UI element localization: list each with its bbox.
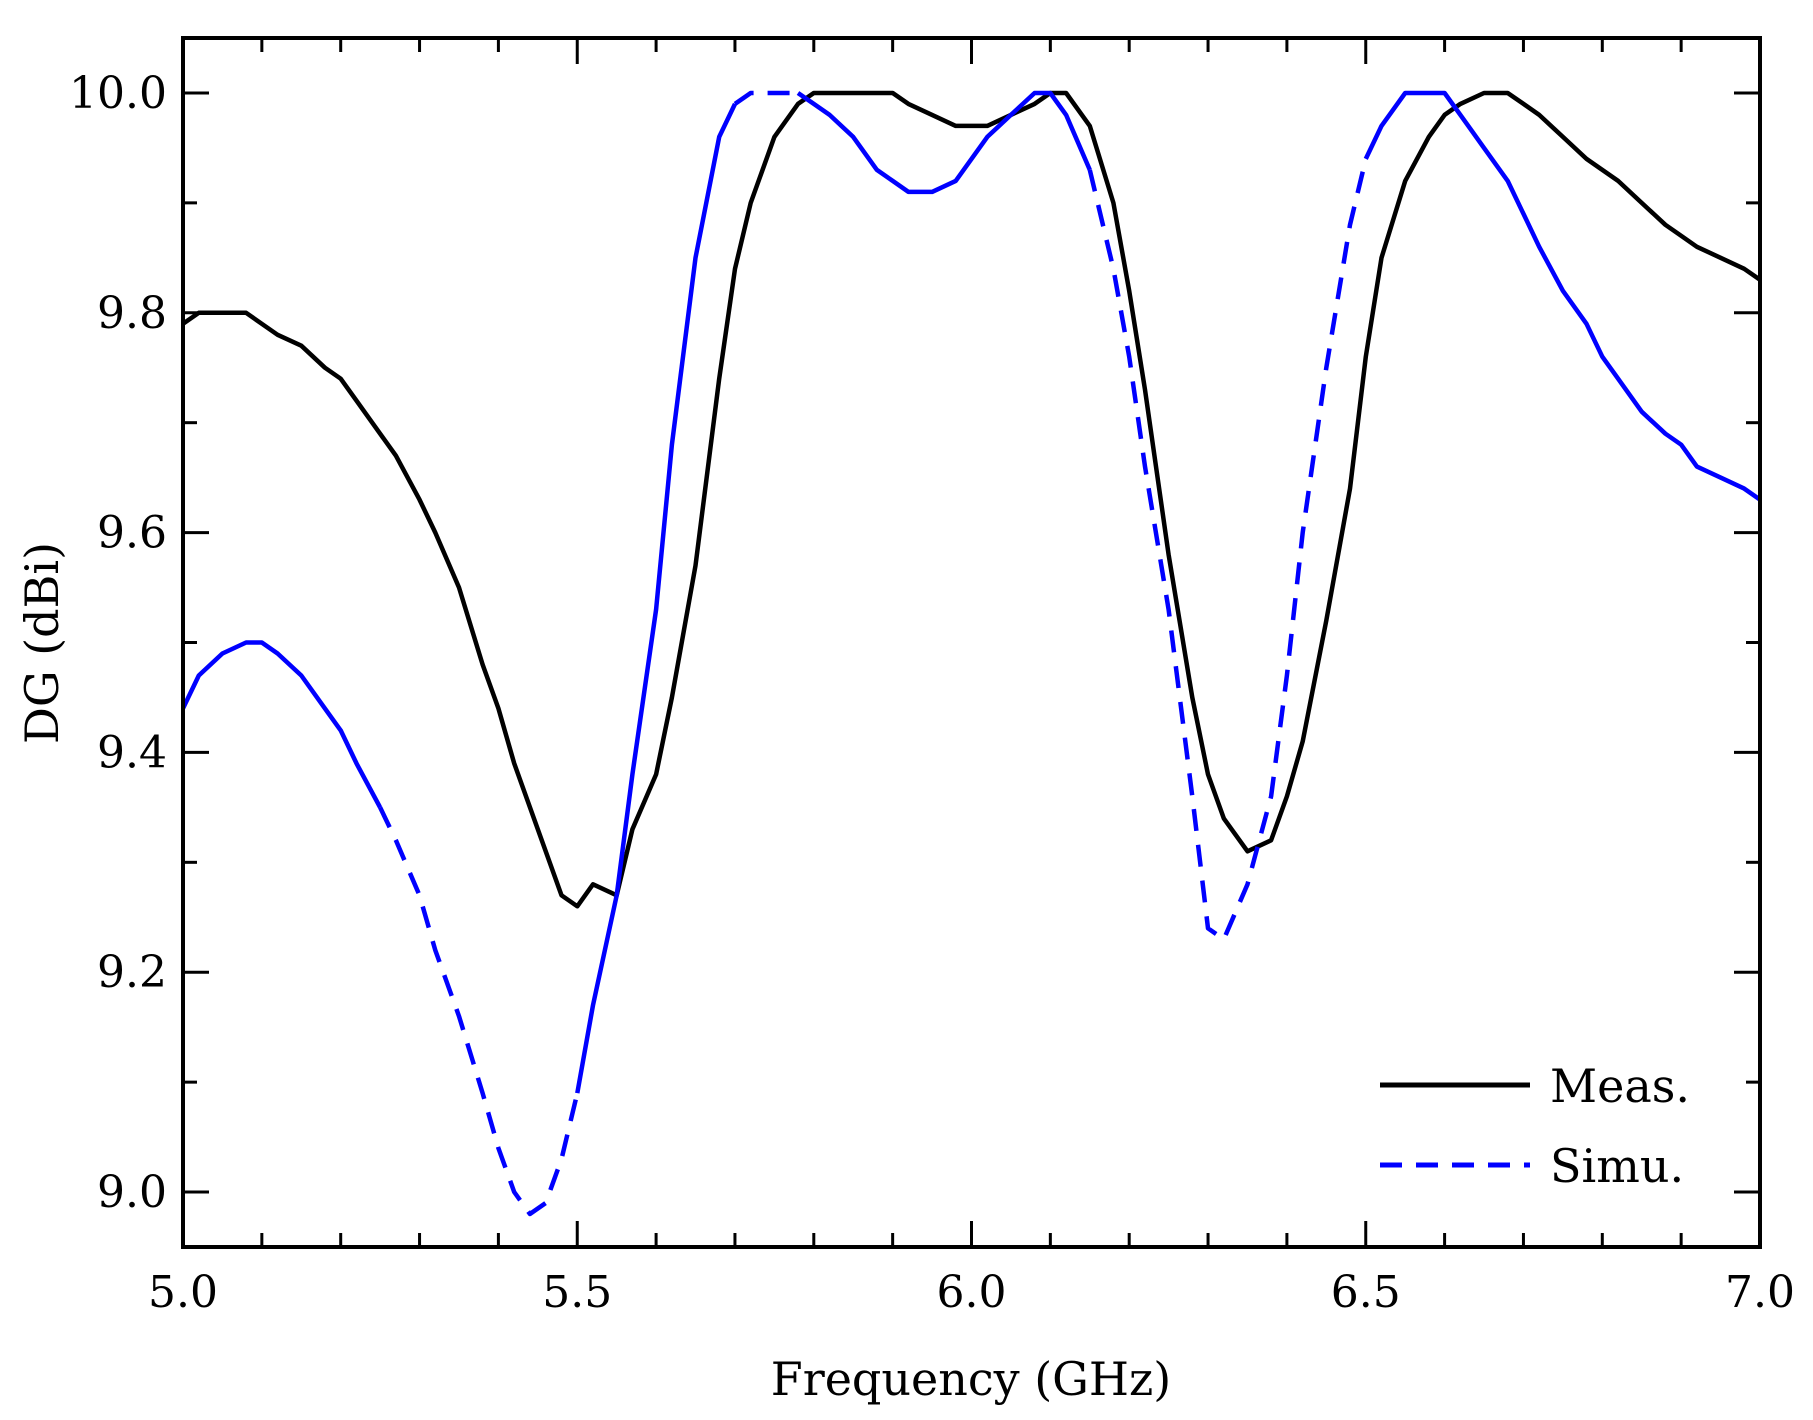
series-line-simu-dashed: [1087, 158, 1368, 942]
y-tick-label: 9.8: [97, 288, 167, 339]
tick-labels-layer: 5.0 5.5 6.0 6.5 7.0 9.0 9.2 9.4 9.6 9.8 10.0: [69, 68, 1795, 1318]
y-tick-label: 9.2: [97, 947, 167, 998]
legend: Meas. Simu.: [1380, 1059, 1690, 1193]
series-line-simu-dashed: [733, 90, 798, 106]
plot-frame: [181, 36, 1762, 1249]
y-tick-label: 10.0: [69, 68, 167, 119]
x-tick-label: 6.0: [937, 1267, 1007, 1318]
series-layer: [183, 90, 1760, 1217]
y-axis-title: DG (dBi): [15, 542, 69, 744]
x-tick-label: 6.5: [1331, 1267, 1401, 1318]
series-line-simu: [1363, 90, 1760, 502]
series-line-simu: [575, 102, 738, 1094]
series-line-simu-dashed: [378, 806, 580, 1217]
x-tick-label: 5.0: [148, 1267, 218, 1318]
y-tick-label: 9.6: [97, 508, 167, 559]
y-tick-label: 9.4: [97, 727, 167, 778]
legend-label-meas: Meas.: [1550, 1059, 1690, 1113]
series-line-meas: [183, 90, 1760, 909]
y-tick-label: 9.0: [97, 1167, 167, 1218]
x-tick-label: 5.5: [542, 1267, 612, 1318]
series-line-simu: [183, 640, 383, 809]
ticks-layer: [181, 38, 1762, 1247]
x-axis-title: Frequency (GHz): [771, 1352, 1171, 1406]
x-tick-label: 7.0: [1725, 1267, 1795, 1318]
legend-label-simu: Simu.: [1550, 1139, 1684, 1193]
series-line-simu: [796, 90, 1092, 195]
series-group: [183, 90, 1760, 1217]
